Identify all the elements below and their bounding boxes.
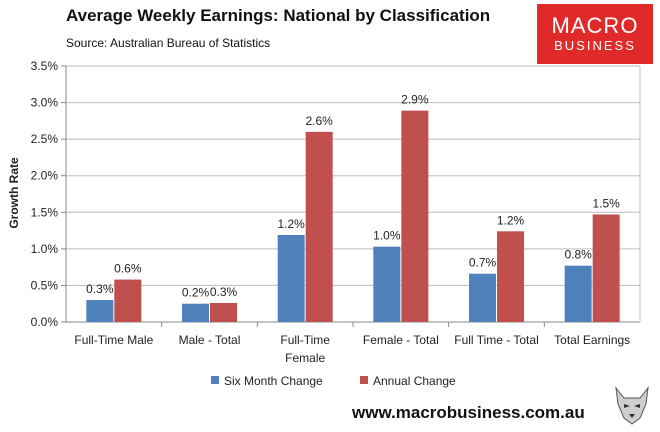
six-month-label: 0.2% xyxy=(182,286,210,300)
annual-bar xyxy=(305,131,333,322)
annual-label: 1.2% xyxy=(497,213,525,227)
six-month-label: 0.3% xyxy=(86,282,114,296)
six-month-label: 0.7% xyxy=(469,256,497,270)
six-month-bar xyxy=(86,300,114,322)
x-tick-label: Female - Total xyxy=(363,333,439,347)
website-url[interactable]: www.macrobusiness.com.au xyxy=(352,403,585,422)
x-tick-label: Total Earnings xyxy=(554,333,630,347)
annual-bar xyxy=(497,231,524,322)
annual-bar xyxy=(114,279,142,322)
bars xyxy=(86,110,620,322)
annual-label: 2.9% xyxy=(401,93,429,107)
y-tick-label: 2.0% xyxy=(31,169,59,183)
legend: Six Month Change Annual Change xyxy=(211,374,456,388)
y-tick-label: 3.5% xyxy=(31,59,59,73)
annual-label: 0.3% xyxy=(210,285,238,299)
legend-entry: Six Month Change xyxy=(224,374,323,388)
annual-label: 0.6% xyxy=(114,262,142,276)
six-month-bar xyxy=(564,265,592,322)
six-month-bar xyxy=(373,246,401,322)
six-month-bar xyxy=(277,234,305,322)
x-tick-label: Male - Total xyxy=(179,333,241,347)
grid-lines xyxy=(66,65,640,286)
y-tick-label: 0.0% xyxy=(31,315,59,329)
y-tick-label: 0.5% xyxy=(31,278,59,292)
y-axis-label: Growth Rate xyxy=(7,157,21,229)
legend-swatch xyxy=(360,376,368,384)
legend-entry: Annual Change xyxy=(373,374,456,388)
six-month-bar xyxy=(182,303,209,322)
y-tick-label: 3.0% xyxy=(31,96,59,110)
axes: 0.0% 0.5% 1.0% 1.5% 2.0% 2.5% 3.0% 3.5% Full-Tim… xyxy=(31,59,641,365)
annual-label: 2.6% xyxy=(305,114,333,128)
x-tick-label: Full-Time Male xyxy=(74,333,153,347)
chart-subtitle: Source: Australian Bureau of Statistics xyxy=(66,36,271,50)
logo-line-1: MACRO xyxy=(551,13,639,38)
annual-bar xyxy=(210,302,237,322)
x-tick-label: Female xyxy=(285,351,325,365)
six-month-label: 0.8% xyxy=(564,248,592,262)
annual-label: 1.5% xyxy=(592,196,620,210)
annual-bar xyxy=(592,214,620,322)
annual-bar xyxy=(401,110,429,322)
x-tick-label: Full Time - Total xyxy=(454,333,538,347)
y-tick-label: 1.0% xyxy=(31,242,59,256)
six-month-bar xyxy=(469,273,496,322)
wolf-logo-icon xyxy=(615,386,649,425)
logo-line-2: BUSINESS xyxy=(554,38,636,53)
six-month-label: 1.0% xyxy=(373,229,401,243)
data-labels: 0.3%0.6%0.2% 0.3%1.2%2.6%1.0%2.9%0.7%1.2%… xyxy=(86,93,620,300)
y-tick-label: 1.5% xyxy=(31,205,59,219)
six-month-label: 1.2% xyxy=(277,217,305,231)
y-tick-label: 2.5% xyxy=(31,132,59,146)
chart-title: Average Weekly Earnings: National by Cla… xyxy=(66,6,491,25)
legend-swatch xyxy=(211,376,219,384)
x-tick-label: Full-Time xyxy=(280,333,330,347)
macrobusiness-logo[interactable]: MACRO BUSINESS xyxy=(537,4,653,64)
